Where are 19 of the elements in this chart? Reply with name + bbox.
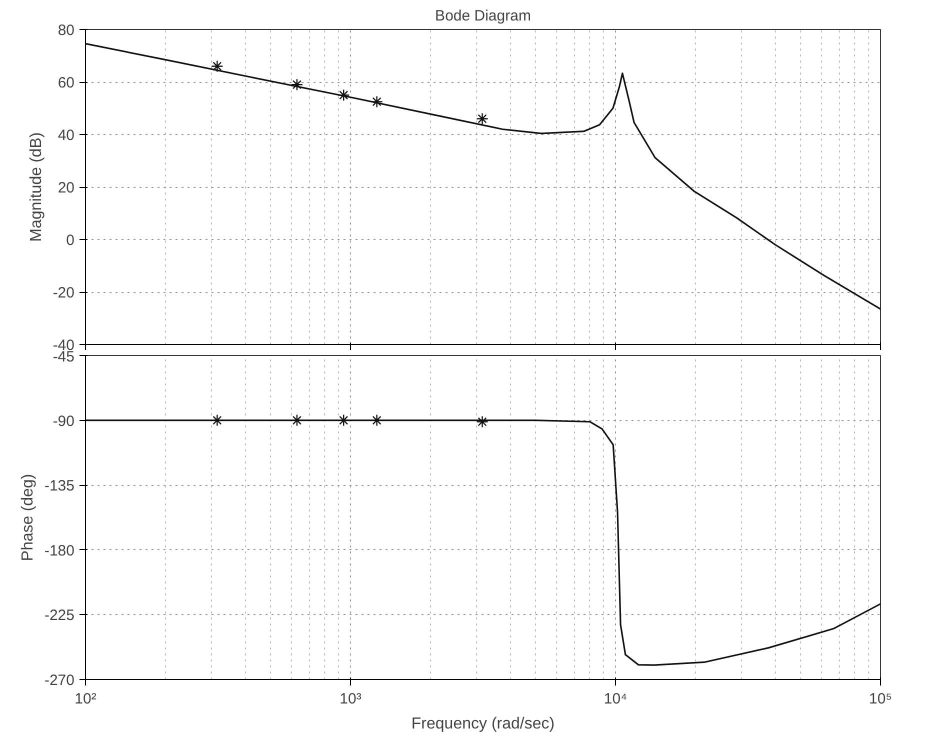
x-axis-title: Frequency (rad/sec) [411, 716, 555, 732]
x-tick-label: 10³ [340, 690, 362, 708]
x-tick-label: 10² [74, 690, 96, 708]
y-tick-label: -135 [44, 478, 75, 495]
x-tick-label: 10⁴ [604, 690, 628, 708]
y-tick-label: 60 [58, 74, 75, 92]
y-tick-label: 80 [58, 22, 75, 39]
y-axis-title: Magnitude (dB) [28, 132, 45, 242]
y-tick-label: -20 [52, 284, 75, 302]
y-tick-label: 40 [58, 127, 75, 144]
y-tick-label: -90 [52, 412, 75, 430]
x-tick-label: 10⁵ [869, 690, 892, 708]
y-tick-label: -225 [44, 607, 75, 624]
y-tick-label: 0 [66, 232, 74, 249]
y-tick-label: -180 [44, 542, 75, 560]
chart-title: Bode Diagram [435, 8, 531, 24]
y-axis-title: Phase (deg) [19, 474, 36, 562]
y-tick-label: -270 [44, 672, 75, 689]
y-tick-label: 20 [58, 180, 75, 196]
